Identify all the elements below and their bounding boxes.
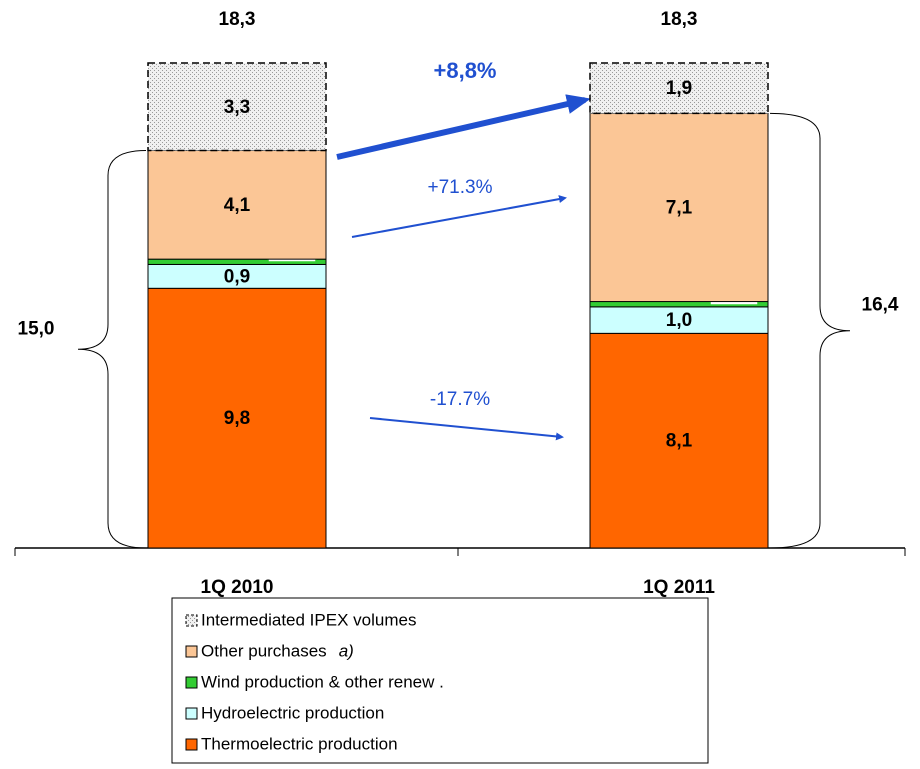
data-label: 1,9 [666, 78, 692, 99]
bar-segment [589, 112, 769, 303]
legend-label: Wind production & other renew . [201, 672, 444, 691]
subtotal-label: 16,4 [862, 295, 899, 316]
bar-segment [589, 306, 769, 334]
legend-note: a) [339, 641, 354, 660]
legend [171, 597, 709, 764]
data-label: 7,1 [666, 197, 693, 218]
data-label: 3,3 [224, 97, 250, 118]
bar-segment [147, 287, 327, 549]
brace [769, 112, 851, 549]
total-label: 18,3 [219, 9, 256, 30]
legend-label: Thermoelectric production [201, 734, 398, 753]
annotation: -17.7% [430, 389, 490, 410]
bar-segment [589, 332, 769, 549]
annotation: +71.3% [428, 177, 493, 198]
legend-swatch [185, 676, 198, 689]
total-label: 18,3 [661, 9, 698, 30]
data-label: 9,8 [224, 408, 250, 429]
bar-segment [589, 62, 769, 115]
annotation: +8,8% [434, 58, 497, 83]
brace [77, 150, 147, 549]
legend-swatch [185, 738, 198, 751]
x-tick-label: 1Q 2010 [201, 577, 274, 598]
arrow [369, 417, 564, 441]
legend-swatch [185, 707, 198, 720]
legend-label: Intermediated IPEX volumes [201, 610, 416, 629]
legend-swatch [185, 614, 198, 627]
arrow [351, 195, 567, 238]
data-label: 0,9 [224, 266, 250, 287]
data-label: 8,1 [666, 431, 693, 452]
arrow [336, 94, 591, 160]
x-tick-label: 1Q 2011 [643, 577, 715, 598]
subtotal-label: 15,0 [18, 318, 55, 339]
data-label: 4,1 [224, 195, 251, 216]
legend-label: Hydroelectric production [201, 703, 384, 722]
legend-swatch [185, 645, 198, 658]
bar-segment [147, 150, 327, 260]
legend-label: Other purchases [201, 641, 327, 660]
data-label: 1,0 [666, 310, 692, 331]
bar-segment [147, 62, 327, 152]
